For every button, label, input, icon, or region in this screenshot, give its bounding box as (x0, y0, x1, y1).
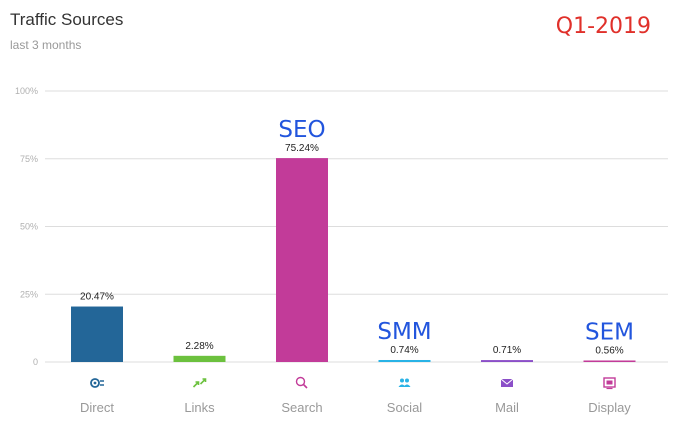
x-tick-label: Mail (495, 400, 519, 415)
value-label: 20.47% (80, 292, 114, 303)
x-tick-label: Search (281, 400, 322, 415)
y-tick-label: 0 (33, 357, 38, 367)
period-badge: Q1-2019 (555, 14, 651, 39)
mail-icon (500, 378, 514, 387)
x-tick-label: Display (588, 400, 631, 415)
direct-icon (90, 378, 104, 388)
social-icon (398, 378, 411, 387)
bar (481, 360, 533, 362)
y-tick-label: 50% (20, 222, 38, 232)
annotation-label: SEM (585, 319, 634, 345)
y-tick-label: 100% (15, 86, 38, 96)
value-label: 0.74% (390, 345, 418, 356)
y-tick-label: 25% (20, 289, 38, 299)
value-label: 75.24% (285, 143, 319, 154)
links-icon (192, 378, 207, 388)
chart-subtitle: last 3 months (10, 38, 82, 52)
bar (276, 158, 328, 362)
display-icon (603, 377, 616, 390)
search-icon (295, 376, 308, 389)
bar (71, 306, 123, 362)
value-label: 2.28% (185, 341, 213, 352)
annotation-label: SEO (278, 117, 325, 143)
annotation-label: SMM (377, 319, 431, 345)
y-tick-label: 75% (20, 154, 38, 164)
x-tick-label: Links (184, 400, 215, 415)
x-tick-label: Direct (80, 400, 114, 415)
bar (173, 355, 226, 362)
chart-title: Traffic Sources (10, 10, 124, 29)
x-tick-label: Social (387, 400, 423, 415)
value-label: 0.71% (493, 345, 521, 356)
value-label: 0.56% (595, 345, 623, 356)
bar (583, 360, 636, 362)
bar (378, 359, 431, 362)
